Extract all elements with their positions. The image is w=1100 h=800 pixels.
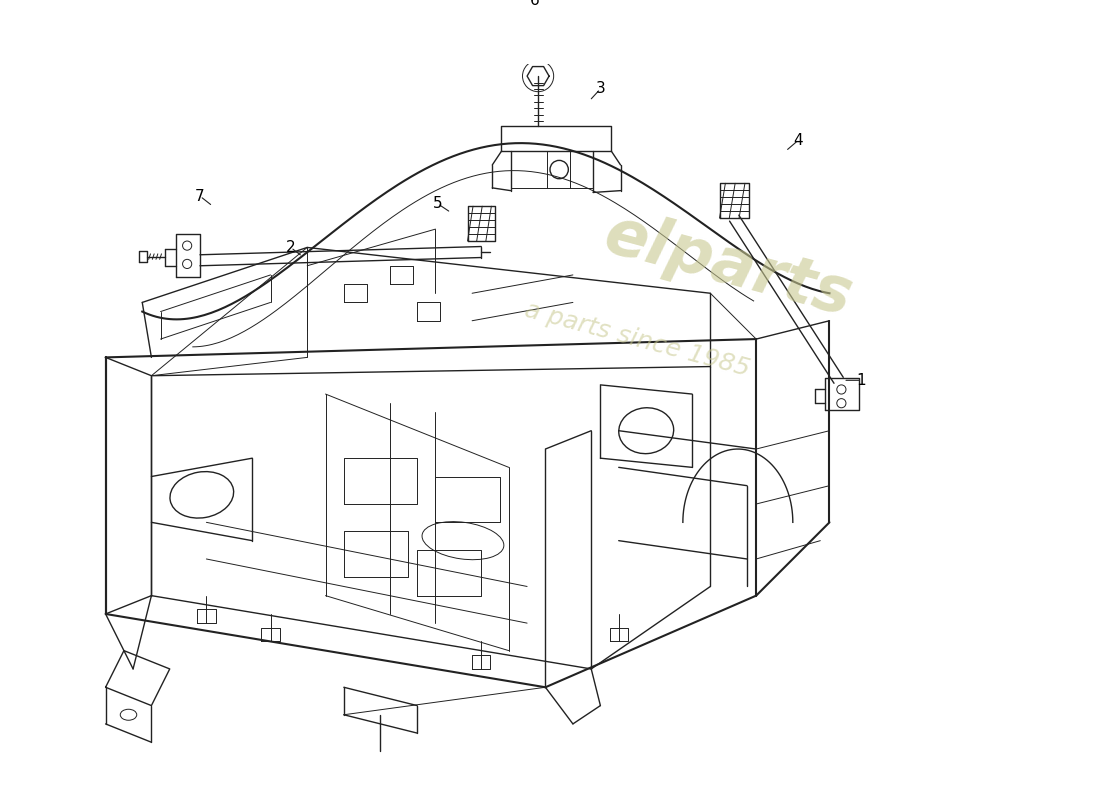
Text: 3: 3 [595, 82, 605, 97]
Text: 2: 2 [286, 240, 296, 255]
Text: 5: 5 [432, 196, 442, 211]
Text: 7: 7 [195, 189, 205, 204]
Text: 6: 6 [529, 0, 539, 7]
Text: 4: 4 [793, 133, 803, 148]
Text: 1: 1 [857, 373, 867, 388]
Text: a parts since 1985: a parts since 1985 [521, 298, 752, 381]
Text: elparts: elparts [598, 203, 859, 329]
